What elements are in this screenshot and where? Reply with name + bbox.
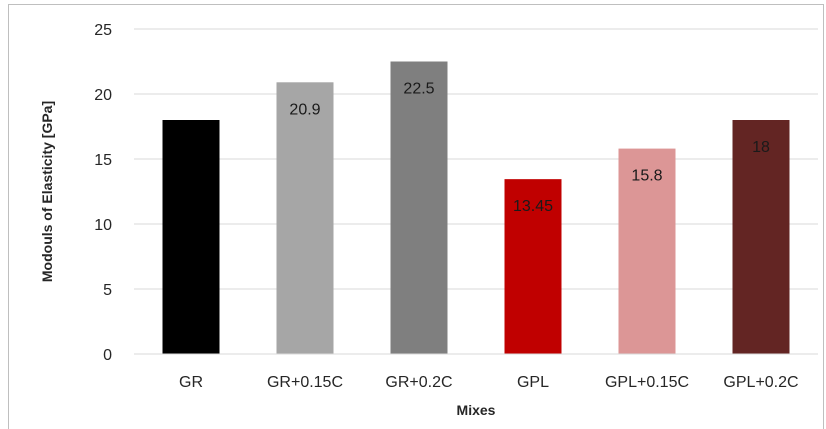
y-tick-label: 20 — [94, 87, 112, 104]
y-tick-label: 0 — [103, 347, 112, 364]
x-axis-ticks: GR GR+0.15C GR+0.2C GPL GPL+0.15C GPL+0.2C — [179, 374, 799, 391]
y-tick-label: 25 — [94, 22, 112, 39]
y-axis-title: Modouls of Elasticity [GPa] — [39, 101, 55, 282]
x-tick-label: GPL+0.2C — [723, 374, 798, 391]
x-axis-title: Mixes — [457, 402, 496, 418]
x-tick-label: GPL+0.15C — [605, 374, 689, 391]
data-label: 18 — [752, 139, 770, 156]
bar — [504, 179, 562, 354]
bar — [618, 148, 676, 354]
x-tick-label: GPL — [517, 374, 549, 391]
data-label: 15.8 — [631, 168, 662, 185]
bars — [162, 61, 790, 355]
bar — [390, 61, 448, 354]
x-tick-label: GR — [179, 374, 203, 391]
y-tick-label: 15 — [94, 152, 112, 169]
data-label: 13.45 — [513, 198, 553, 215]
data-label: 20.9 — [289, 101, 320, 118]
y-tick-label: 5 — [103, 282, 112, 299]
x-tick-label: GR+0.2C — [385, 374, 452, 391]
bar — [732, 120, 790, 354]
data-label: 22.5 — [403, 81, 434, 98]
x-tick-label: GR+0.15C — [267, 374, 343, 391]
y-tick-label: 10 — [94, 217, 112, 234]
data-labels: 20.9 22.5 13.45 15.8 18 — [289, 81, 770, 216]
y-axis-ticks: 0 5 10 15 20 25 — [94, 22, 112, 364]
bar — [162, 120, 220, 354]
bar — [276, 82, 334, 355]
chart-frame — [8, 4, 824, 429]
gridlines — [134, 28, 818, 290]
